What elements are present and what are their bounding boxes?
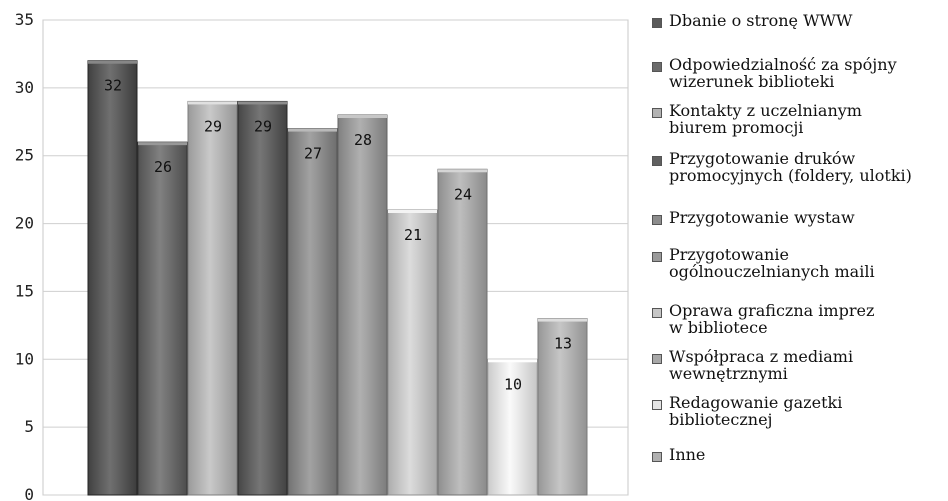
bar	[287, 128, 338, 496]
legend-swatch	[652, 62, 662, 72]
legend-item: Współpraca z mediami wewnętrznymi	[652, 348, 948, 382]
legend-label: Przygotowanie ogólnouczelnianych maili	[669, 245, 875, 281]
legend-item: Dbanie o stronę WWW	[652, 12, 948, 29]
legend-swatch	[652, 18, 662, 28]
legend-swatch	[652, 215, 662, 225]
bar	[437, 168, 488, 496]
bar-top-cap	[388, 210, 437, 213]
data-label: 21	[404, 226, 422, 244]
bar	[187, 100, 238, 496]
bar	[137, 141, 188, 496]
y-tick-label: 25	[15, 146, 34, 165]
legend-item: Oprawa graficzna imprez w bibliotece	[652, 302, 948, 336]
bar-top-cap	[138, 142, 187, 146]
legend-item: Inne	[652, 446, 948, 463]
legend-item: Przygotowanie ogólnouczelnianych maili	[652, 246, 948, 280]
bar-top-cap	[238, 101, 287, 105]
bar-top-cap	[88, 60, 137, 64]
bar	[537, 318, 588, 496]
y-tick-label: 0	[24, 485, 34, 501]
legend-item: Odpowiedzialność za spójny wizerunek bib…	[652, 56, 948, 90]
legend-label: Inne	[669, 445, 706, 464]
legend-label: Dbanie o stronę WWW	[669, 11, 853, 30]
data-label: 27	[304, 145, 322, 163]
legend-item: Redagowanie gazetki bibliotecznej	[652, 394, 948, 428]
y-tick-label: 20	[15, 214, 34, 233]
legend-item: Kontakty z uczelnianym biurem promocji	[652, 102, 948, 136]
bar-top-cap	[188, 101, 237, 105]
legend-item: Przygotowanie wystaw	[652, 209, 948, 226]
y-tick-label: 15	[15, 281, 34, 300]
data-label: 29	[254, 117, 272, 135]
legend-label: Przygotowanie wystaw	[669, 208, 855, 227]
legend-swatch	[652, 308, 662, 318]
legend-swatch	[652, 156, 662, 166]
bar-top-cap	[438, 169, 487, 173]
legend-label: Kontakty z uczelnianym biurem promocji	[669, 101, 862, 137]
bar	[87, 60, 138, 496]
legend-item: Przygotowanie druków promocyjnych (folde…	[652, 150, 948, 184]
y-tick-label: 30	[15, 78, 34, 97]
y-axis: 0 5 10 15 20 25 30 35	[15, 10, 34, 501]
legend-label: Oprawa graficzna imprez w bibliotece	[669, 301, 875, 337]
y-tick-label: 10	[15, 349, 34, 368]
legend-swatch	[652, 252, 662, 262]
bars	[87, 60, 588, 496]
legend-swatch	[652, 400, 662, 410]
legend: Dbanie o stronę WWW Odpowiedzialność za s…	[652, 0, 948, 501]
data-label: 28	[354, 131, 372, 149]
bar	[487, 358, 538, 496]
legend-swatch	[652, 452, 662, 462]
legend-label: Przygotowanie druków promocyjnych (folde…	[669, 149, 912, 185]
legend-swatch	[652, 108, 662, 118]
bar	[387, 209, 438, 496]
legend-label: Współpraca z mediami wewnętrznymi	[669, 347, 854, 383]
data-label: 26	[154, 158, 172, 176]
data-label: 24	[454, 185, 472, 203]
bar-top-cap	[538, 318, 587, 322]
y-tick-label: 5	[24, 417, 34, 436]
bar-top-cap	[488, 359, 537, 363]
legend-label: Odpowiedzialność za spójny wizerunek bib…	[669, 55, 897, 91]
y-tick-label: 35	[15, 10, 34, 29]
data-label: 32	[104, 77, 122, 95]
bar	[237, 100, 288, 496]
legend-label: Redagowanie gazetki bibliotecznej	[669, 393, 843, 429]
legend-swatch	[652, 354, 662, 364]
data-label: 13	[554, 335, 572, 353]
data-labels: 32 26 29 29 27 28 21 24 10 13	[104, 77, 572, 394]
bar	[337, 114, 388, 496]
data-label: 29	[204, 117, 222, 135]
bar-top-cap	[338, 115, 387, 118]
bar-top-cap	[288, 128, 337, 132]
data-label: 10	[504, 375, 522, 393]
